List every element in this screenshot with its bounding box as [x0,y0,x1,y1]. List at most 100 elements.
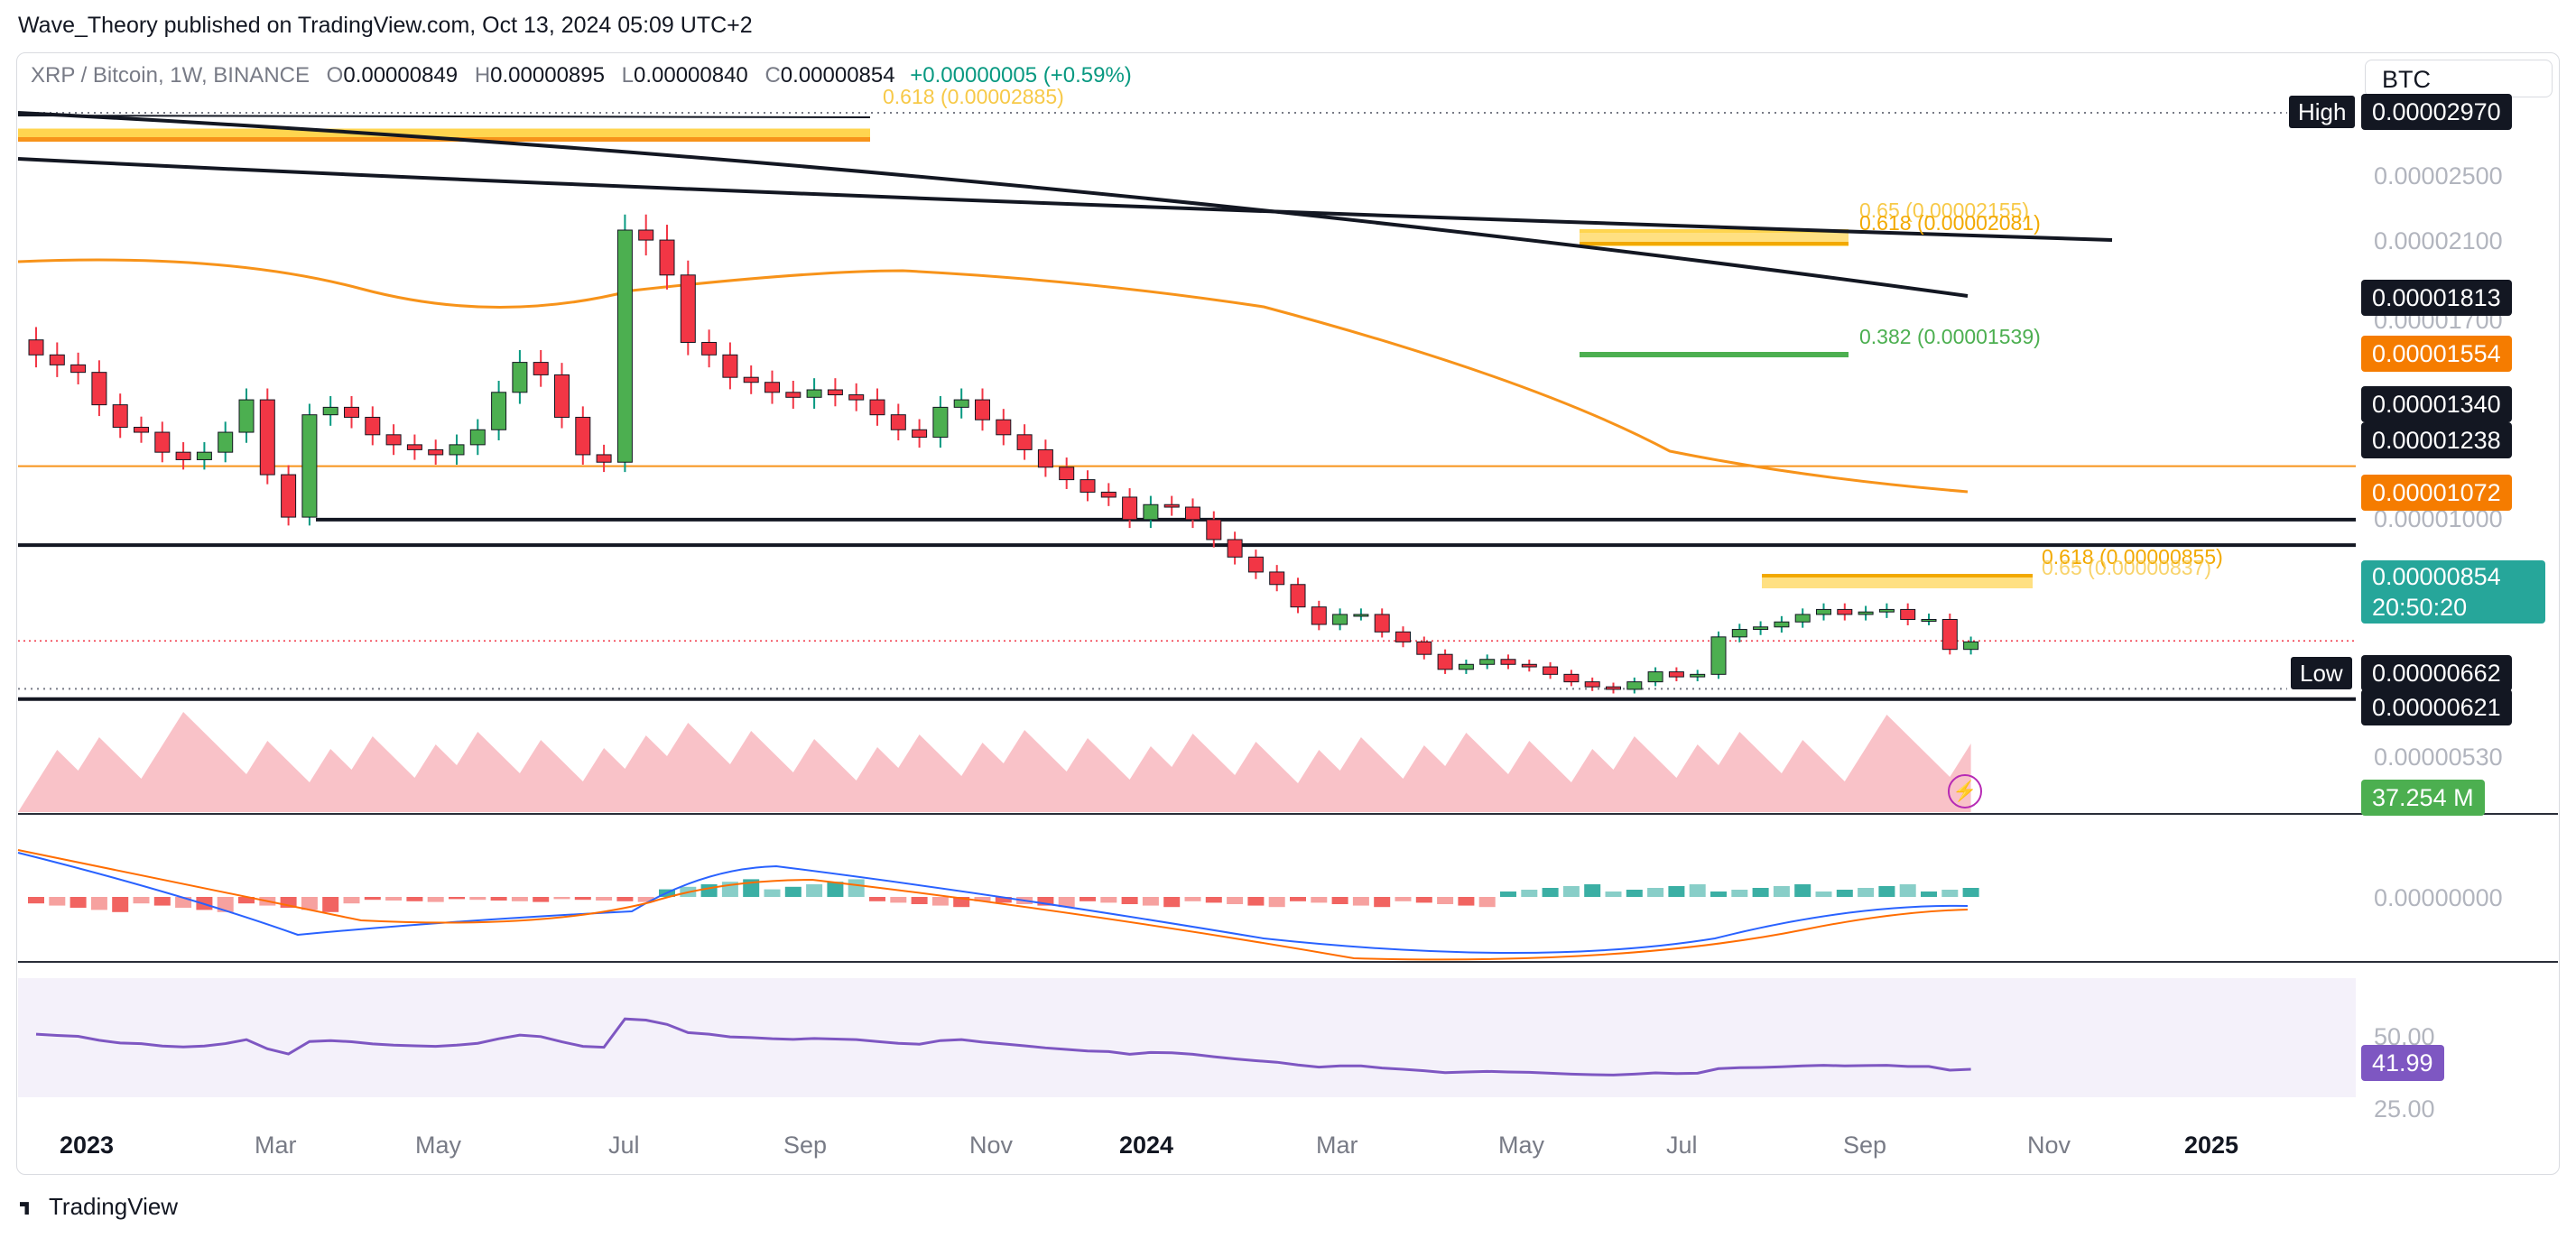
candle-down [175,442,191,470]
macd-histogram-bar [1268,897,1285,908]
currency-selector[interactable]: BTC [2365,60,2553,97]
candle-down [848,383,865,411]
price-label-1813: 0.00001813 [2361,280,2512,316]
alert-bolt-icon[interactable]: ⚡ [1948,774,1982,808]
candle-down [1668,667,1684,682]
macd-histogram-bar [322,897,339,912]
candle-up [1774,615,1790,633]
candle-down [365,406,381,446]
brand-footer[interactable]: TradingView [20,1193,178,1221]
ma-price-label: 0.00001554 [2361,336,2512,372]
candle-down [638,214,654,256]
candle-body [1837,608,1853,615]
high-key: H [474,63,491,88]
candle-body [218,431,234,453]
candle-body [344,406,359,418]
candle-down [722,342,738,390]
price-label-1340: 0.00001340 [2361,386,2512,422]
macd-histogram-bar [1878,886,1895,897]
macd-histogram-bar [1626,890,1643,897]
x-label-nov-24: Nov [2027,1132,2071,1159]
candle-body [890,414,906,430]
candle-down [554,363,570,429]
rsi-25-label: 25.00 [2374,1095,2435,1123]
candle-down [1206,511,1222,548]
rsi-band [18,978,2356,1097]
macd-histogram-bar [112,897,129,912]
macd-histogram-bar [1437,897,1454,904]
fib-band-top-left [18,128,870,138]
fib-label-green: 0.382 (0.00001539) [1859,325,2041,348]
candle-body [1416,641,1432,655]
candle-body [1668,671,1684,678]
macd-histogram-bar [133,897,150,904]
candle-body [1900,608,1916,620]
low-key: L [621,63,634,88]
price-label-1238: 0.00001238 [2361,422,2512,458]
candle-body [469,429,486,446]
candle-body [1521,663,1537,668]
symbol-name[interactable]: XRP / Bitcoin, 1W, BINANCE [31,63,310,88]
candle-body [1710,636,1727,675]
macd-histogram-bar [533,897,550,902]
candle-body [1374,614,1390,633]
macd-histogram-bar [1395,897,1412,901]
close-key: C [764,63,781,88]
candle-body [1247,556,1264,573]
candle-down [428,439,444,465]
x-label-may-23: May [415,1132,462,1159]
candle-body [1185,506,1200,521]
macd-histogram-bar [1962,888,1979,897]
candle-up [1690,670,1706,682]
tradingview-logo-icon [20,1202,29,1215]
macd-histogram-bar [700,884,718,897]
candle-down [1606,682,1621,694]
candle-body [1690,673,1706,678]
macd-histogram-bar [1100,897,1117,903]
macd-histogram-bar [1921,892,1937,897]
candle-body [701,341,718,356]
candle-up [238,388,255,443]
macd-histogram-bar [1184,897,1201,901]
macd-histogram-bar [1815,892,1832,897]
macd-histogram-bar [469,897,486,901]
candle-up [449,434,465,465]
macd-histogram-bar [764,889,781,897]
candle-body [1016,434,1033,450]
macd-histogram-bar [890,897,907,903]
candle-body [848,394,865,401]
candle-body [428,448,444,456]
candle-up [1858,605,1874,621]
trendline-upper [17,157,2113,242]
candle-body [1080,479,1096,493]
low-tag: Low [2291,657,2352,689]
candle-body [70,364,87,374]
macd-histogram-bar [406,897,423,901]
macd-histogram-bar [596,897,613,901]
x-label-jul-24: Jul [1666,1132,1698,1159]
candle-up [1626,677,1643,694]
candle-down [259,388,275,485]
candle-down [1016,424,1033,460]
candle-up [1794,608,1811,628]
candle-body [1500,659,1516,665]
volume-area [18,712,1971,812]
candle-body [1731,629,1747,638]
macd-histogram-bar [238,897,255,904]
macd-histogram-bar [1689,884,1706,897]
x-label-sep-23: Sep [783,1132,828,1159]
candle-up [932,396,949,448]
candle-body [449,444,465,456]
macd-histogram-bar [616,897,634,901]
candle-body [806,389,822,398]
macd-histogram-bar [1752,888,1769,897]
candle-down [1269,565,1285,592]
candle-up [616,214,633,473]
candle-down [1521,660,1537,672]
rsi-line [35,1017,1971,1076]
candle-body [1290,584,1306,608]
low-value: 0.00000840 [633,63,748,88]
candle-body [49,354,65,365]
candle-body [1332,614,1348,625]
